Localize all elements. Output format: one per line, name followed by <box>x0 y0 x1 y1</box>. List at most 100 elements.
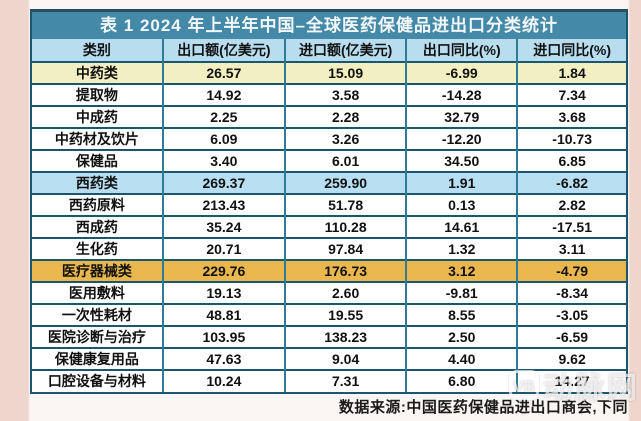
value-cell: -12.20 <box>405 127 518 150</box>
category-cell: 中药类 <box>32 61 163 84</box>
table-row: 西成药 35.24 110.28 14.61 -17.51 <box>32 215 626 238</box>
category-cell: 西药原料 <box>32 193 163 216</box>
header-row: 类别 出口额(亿美元) 进口额(亿美元) 出口同比(%) 进口同比(%) <box>32 39 626 62</box>
value-cell: 103.95 <box>161 325 286 348</box>
value-cell: 4.40 <box>405 347 518 370</box>
value-cell: -10.73 <box>516 127 626 150</box>
value-cell: 14.27 <box>516 369 626 392</box>
table-row: 提取物 14.92 3.58 -14.28 7.34 <box>32 83 626 106</box>
value-cell: 259.90 <box>284 171 407 194</box>
value-cell: 19.55 <box>284 303 407 326</box>
value-cell: 2.82 <box>516 193 626 216</box>
value-cell: 26.57 <box>161 61 286 84</box>
value-cell: 3.68 <box>516 105 626 128</box>
value-cell: 138.23 <box>284 325 407 348</box>
value-cell: 2.25 <box>161 105 286 128</box>
value-cell: 213.43 <box>161 193 286 216</box>
value-cell: 10.24 <box>161 369 286 392</box>
column-header-4: 进口同比(%) <box>516 39 626 62</box>
value-cell: 51.78 <box>284 193 407 216</box>
table-row: 中成药 2.25 2.28 32.79 3.68 <box>32 105 626 128</box>
value-cell: -6.59 <box>516 325 626 348</box>
table-row: 生化药 20.71 97.84 1.32 3.11 <box>32 237 626 260</box>
value-cell: 14.61 <box>405 215 518 238</box>
table-row: 一次性耗材 48.81 19.55 8.55 -3.05 <box>32 303 626 326</box>
table-row: 中药材及饮片 6.09 3.26 -12.20 -10.73 <box>32 127 626 150</box>
value-cell: 7.34 <box>516 83 626 106</box>
value-cell: 9.62 <box>516 347 626 370</box>
table-row: 医院诊断与治疗 103.95 138.23 2.50 -6.59 <box>32 325 626 348</box>
column-header-1: 出口额(亿美元) <box>161 39 286 62</box>
value-cell: 3.58 <box>284 83 407 106</box>
value-cell: -3.05 <box>516 303 626 326</box>
category-cell: 保健康复用品 <box>32 347 163 370</box>
category-cell: 生化药 <box>32 237 163 260</box>
value-cell: -14.28 <box>405 83 518 106</box>
table-row: 西药类 269.37 259.90 1.91 -6.82 <box>32 171 626 194</box>
value-cell: 35.24 <box>161 215 286 238</box>
value-cell: -9.81 <box>405 281 518 304</box>
category-cell: 保健品 <box>32 149 163 172</box>
statistics-table: 表 1 2024 年上半年中国–全球医药保健品进出口分类统计 类别 出口额(亿美元… <box>30 9 628 394</box>
table-row: 中药类 26.57 15.09 -6.99 1.84 <box>32 61 626 84</box>
category-cell: 一次性耗材 <box>32 303 163 326</box>
value-cell: 110.28 <box>284 215 407 238</box>
category-cell: 中药材及饮片 <box>32 127 163 150</box>
value-cell: 0.13 <box>405 193 518 216</box>
value-cell: 20.71 <box>161 237 286 260</box>
value-cell: 8.55 <box>405 303 518 326</box>
value-cell: 3.12 <box>405 259 518 282</box>
category-cell: 提取物 <box>32 83 163 106</box>
data-table: 类别 出口额(亿美元) 进口额(亿美元) 出口同比(%) 进口同比(%) 中药类 26.5… <box>32 39 626 392</box>
table-row: 医疗器械类 229.76 176.73 3.12 -4.79 <box>32 259 626 282</box>
value-cell: 34.50 <box>405 149 518 172</box>
category-cell: 口腔设备与材料 <box>32 369 163 392</box>
value-cell: 1.32 <box>405 237 518 260</box>
category-cell: 医疗器械类 <box>32 259 163 282</box>
table-row: 保健康复用品 47.63 9.04 4.40 9.62 <box>32 347 626 370</box>
column-header-0: 类别 <box>32 39 163 62</box>
table-row: 医用敷料 19.13 2.60 -9.81 -8.34 <box>32 281 626 304</box>
value-cell: 48.81 <box>161 303 286 326</box>
value-cell: 3.40 <box>161 149 286 172</box>
table-row: 口腔设备与材料 10.24 7.31 6.80 14.27 <box>32 369 626 392</box>
table-title: 表 1 2024 年上半年中国–全球医药保健品进出口分类统计 <box>32 12 626 39</box>
source-note: 数据来源:中国医药保健品进出口商会,下同 <box>338 399 628 416</box>
value-cell: 1.91 <box>405 171 518 194</box>
value-cell: 2.28 <box>284 105 407 128</box>
value-cell: 6.09 <box>161 127 286 150</box>
value-cell: 7.31 <box>284 369 407 392</box>
column-header-2: 进口额(亿美元) <box>284 39 407 62</box>
value-cell: -6.82 <box>516 171 626 194</box>
value-cell: 97.84 <box>284 237 407 260</box>
value-cell: 9.04 <box>284 347 407 370</box>
value-cell: -17.51 <box>516 215 626 238</box>
value-cell: 1.84 <box>516 61 626 84</box>
value-cell: 19.13 <box>161 281 286 304</box>
column-header-3: 出口同比(%) <box>405 39 518 62</box>
value-cell: 6.01 <box>284 149 407 172</box>
value-cell: 6.80 <box>405 369 518 392</box>
value-cell: 229.76 <box>161 259 286 282</box>
value-cell: -6.99 <box>405 61 518 84</box>
category-cell: 西药类 <box>32 171 163 194</box>
category-cell: 医用敷料 <box>32 281 163 304</box>
value-cell: 14.92 <box>161 83 286 106</box>
table-row: 西药原料 213.43 51.78 0.13 2.82 <box>32 193 626 216</box>
value-cell: 269.37 <box>161 171 286 194</box>
value-cell: 176.73 <box>284 259 407 282</box>
value-cell: 32.79 <box>405 105 518 128</box>
value-cell: 2.50 <box>405 325 518 348</box>
category-cell: 医院诊断与治疗 <box>32 325 163 348</box>
category-cell: 中成药 <box>32 105 163 128</box>
table-row: 保健品 3.40 6.01 34.50 6.85 <box>32 149 626 172</box>
value-cell: 3.11 <box>516 237 626 260</box>
value-cell: -4.79 <box>516 259 626 282</box>
value-cell: 6.85 <box>516 149 626 172</box>
value-cell: 2.60 <box>284 281 407 304</box>
category-cell: 西成药 <box>32 215 163 238</box>
value-cell: 3.26 <box>284 127 407 150</box>
value-cell: 15.09 <box>284 61 407 84</box>
value-cell: -8.34 <box>516 281 626 304</box>
